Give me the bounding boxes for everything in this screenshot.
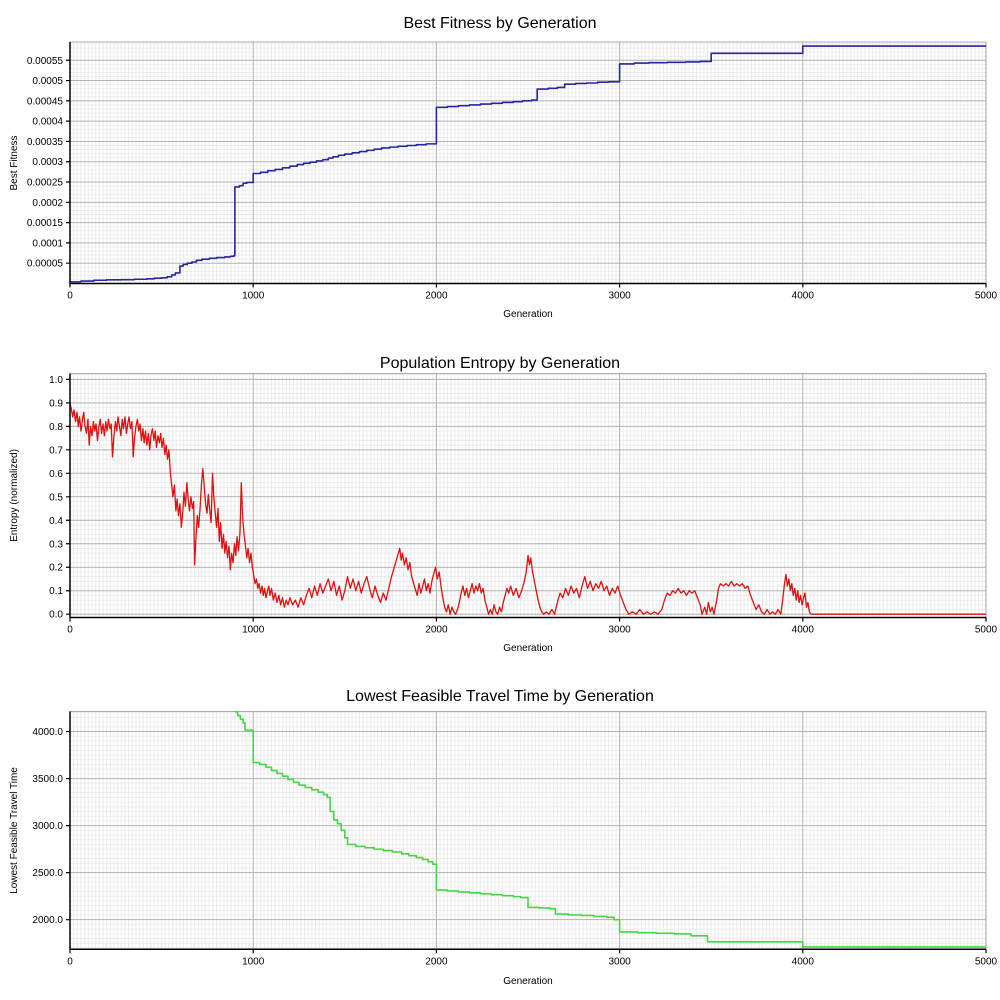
x-tick-label: 5000 (975, 291, 998, 302)
y-tick-label: 0.2 (49, 563, 63, 574)
x-tick-label: 5000 (975, 956, 998, 967)
y-tick-label: 0.0001 (32, 238, 63, 249)
chart-title: Lowest Feasible Travel Time by Generatio… (346, 688, 654, 705)
x-tick-label: 3000 (608, 956, 631, 967)
series-line (234, 710, 986, 948)
x-axis-label: Generation (503, 309, 552, 320)
y-tick-label: 0.6 (49, 469, 63, 480)
y-tick-label: 1.0 (49, 375, 63, 386)
x-tick-label: 0 (67, 956, 73, 967)
y-tick-label: 0.5 (49, 492, 63, 503)
chart-title: Best Fitness by Generation (404, 15, 597, 32)
y-tick-label: 0.4 (49, 516, 63, 527)
x-tick-label: 2000 (425, 956, 448, 967)
x-tick-label: 2000 (425, 625, 448, 636)
x-tick-label: 1000 (242, 956, 265, 967)
series-line (70, 45, 986, 283)
y-tick-label: 0.1 (49, 586, 63, 597)
x-tick-label: 4000 (792, 625, 815, 636)
y-tick-label: 0.00035 (27, 137, 64, 148)
tick-marks (66, 730, 987, 954)
x-axis-label: Generation (503, 643, 552, 654)
y-tick-label: 0.9 (49, 398, 63, 409)
series-line (69, 402, 986, 615)
best-fitness-chart: Best Fitness by Generation 0 1000 2000 3000… (9, 15, 998, 320)
x-tick-label: 1000 (242, 625, 265, 636)
y-tick-label: 0.0002 (32, 198, 63, 209)
y-tick-label: 0.00015 (27, 218, 64, 229)
y-tick-label: 0.00025 (27, 178, 64, 189)
y-tick-label: 0.00055 (27, 56, 64, 67)
population-entropy-chart: Population Entropy by Generation 0 1000 20… (9, 355, 998, 654)
travel-time-chart: Lowest Feasible Travel Time by Generatio… (9, 688, 998, 987)
y-axis-label: Entropy (normalized) (9, 449, 20, 542)
chart-title: Population Entropy by Generation (380, 355, 620, 372)
x-tick-label: 4000 (792, 291, 815, 302)
y-tick-label: 3000.0 (32, 821, 63, 832)
y-tick-label: 3500.0 (32, 774, 63, 785)
x-tick-label: 0 (67, 291, 73, 302)
y-tick-label: 0.00045 (27, 96, 64, 107)
y-tick-label: 0.0004 (32, 117, 63, 128)
x-tick-label: 2000 (425, 291, 448, 302)
plot-area: 0 1000 2000 3000 4000 5000 0.0 0.1 0.2 0.3 0.4 0.5 0… (49, 373, 998, 636)
x-tick-label: 0 (67, 625, 73, 636)
x-tick-label: 1000 (242, 291, 265, 302)
y-tick-label: 0.0005 (32, 76, 63, 87)
y-axis-label: Lowest Feasible Travel Time (9, 767, 20, 894)
y-tick-label: 0.8 (49, 422, 63, 433)
tick-marks (66, 378, 987, 622)
y-tick-label: 0.0003 (32, 157, 63, 168)
plot-area: 0 1000 2000 3000 4000 5000 0.00005 0.0001 0.0001… (27, 41, 998, 302)
y-tick-label: 2000.0 (32, 915, 63, 926)
x-tick-label: 3000 (608, 291, 631, 302)
y-tick-label: 2500.0 (32, 868, 63, 879)
plot-area: 0 1000 2000 3000 4000 5000 2000.0 2500.0 3000.0 3… (32, 710, 998, 967)
y-tick-label: 4000.0 (32, 727, 63, 738)
y-tick-label: 0.7 (49, 445, 63, 456)
y-tick-label: 0.00005 (27, 259, 64, 270)
x-tick-label: 4000 (792, 956, 815, 967)
x-tick-label: 5000 (975, 625, 998, 636)
y-tick-label: 0.0 (49, 610, 63, 621)
x-tick-label: 3000 (608, 625, 631, 636)
y-tick-label: 0.3 (49, 539, 63, 550)
y-axis-label: Best Fitness (9, 135, 20, 190)
tick-marks (66, 59, 987, 288)
x-axis-label: Generation (503, 976, 552, 987)
